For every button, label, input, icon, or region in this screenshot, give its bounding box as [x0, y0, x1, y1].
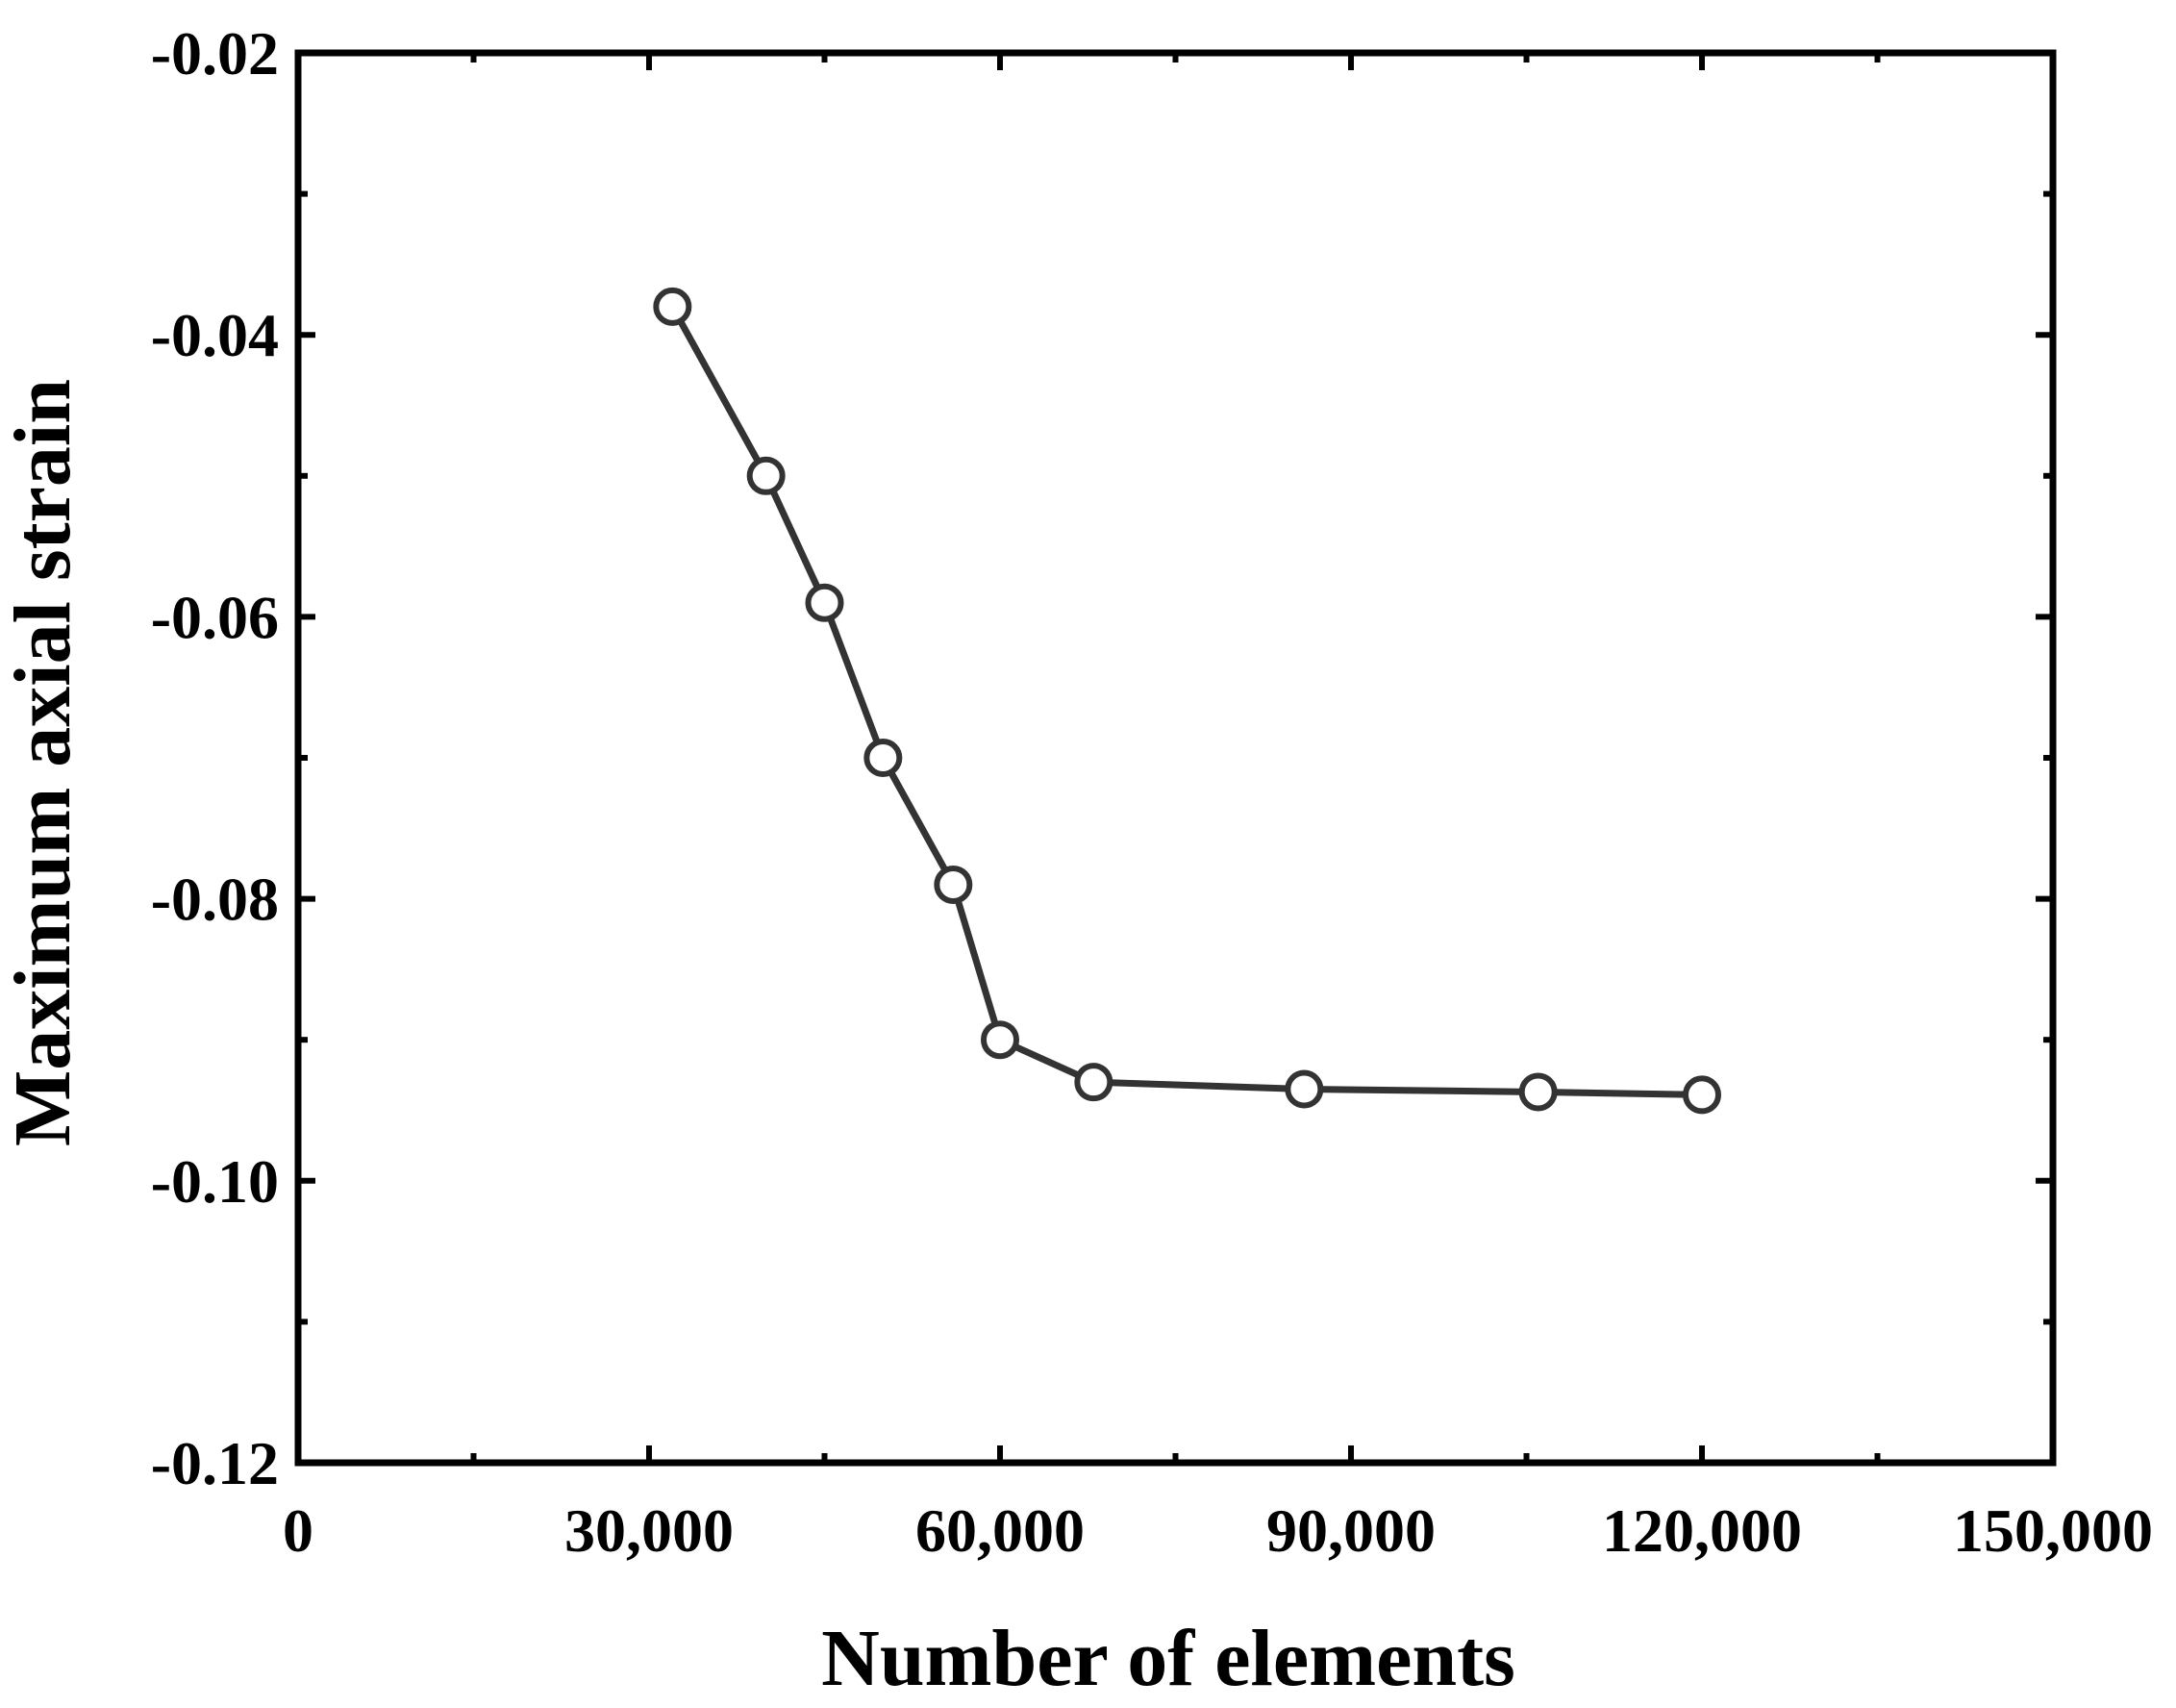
- data-point: [934, 865, 973, 904]
- y-tick-label: -0.04: [151, 301, 279, 369]
- x-tick-label: 120,000: [1602, 1496, 1802, 1565]
- axes: 0 30,000 60,000 90,000 120,000 150,000 -0.02 -0…: [151, 19, 2153, 1565]
- data-point: [1285, 1069, 1324, 1109]
- x-tick-label: 60,000: [915, 1496, 1085, 1565]
- data-point: [1074, 1063, 1113, 1102]
- data-point: [805, 583, 844, 622]
- y-tick-label: -0.06: [151, 583, 279, 651]
- x-tick-label: 150,000: [1953, 1496, 2153, 1565]
- data-point: [1518, 1072, 1558, 1112]
- y-axis-title: Maximum axial strain: [0, 379, 88, 1146]
- data-point: [863, 739, 903, 777]
- y-tick-label: -0.02: [151, 19, 279, 88]
- data-point: [653, 287, 692, 326]
- x-axis-title: Number of elements: [821, 1614, 1515, 1703]
- y-tick-label: -0.12: [151, 1429, 279, 1497]
- data-point: [1683, 1075, 1721, 1115]
- plot-frame: [294, 49, 2057, 1467]
- x-tick-label: 0: [283, 1496, 313, 1565]
- y-tick-label: -0.08: [151, 866, 279, 934]
- x-tick-label: 90,000: [1266, 1496, 1436, 1565]
- data-point: [746, 456, 786, 495]
- y-tick-label: -0.10: [151, 1147, 279, 1216]
- x-tick-label: 30,000: [564, 1496, 734, 1565]
- data-point: [981, 1020, 1019, 1060]
- series-line: [669, 305, 1703, 1098]
- series-layer: [653, 287, 1721, 1115]
